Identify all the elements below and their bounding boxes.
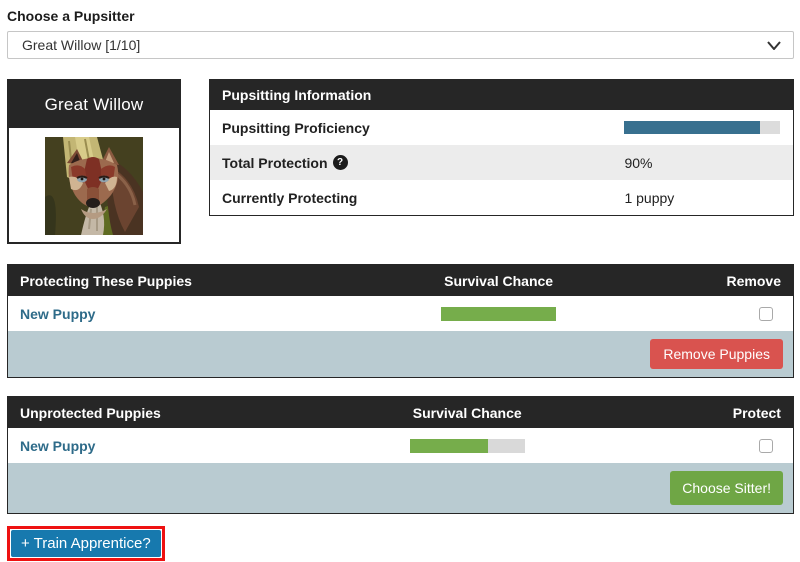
survival-bar [409, 438, 525, 453]
choose-pupsitter-label: Choose a Pupsitter [7, 8, 135, 24]
total-protection-row: Total Protection ? 90% [210, 145, 793, 180]
puppy-link[interactable]: New Puppy [20, 305, 96, 322]
proficiency-bar-fill [624, 121, 761, 134]
table-row: New Puppy [8, 296, 793, 331]
choose-sitter-button[interactable]: Choose Sitter! [670, 471, 783, 505]
proficiency-row: Pupsitting Proficiency [210, 110, 793, 145]
train-apprentice-highlight: + Train Apprentice? [7, 526, 165, 561]
wolf-avatar-image [45, 137, 143, 235]
unprotected-puppies-table: Unprotected Puppies Survival Chance Prot… [7, 396, 794, 514]
proficiency-label: Pupsitting Proficiency [222, 119, 370, 136]
protected-table-header: Protecting These Puppies Survival Chance… [8, 265, 793, 296]
protected-table-footer: Remove Puppies [8, 331, 793, 377]
currently-protecting-value: 1 puppy [624, 189, 675, 206]
survival-chance-col-header: Survival Chance [444, 272, 554, 289]
remove-col-header: Remove [726, 272, 781, 289]
chevron-down-icon [767, 40, 781, 50]
pupsitting-info-title: Pupsitting Information [210, 80, 793, 110]
protect-col-header: Protect [732, 404, 781, 421]
proficiency-value [624, 121, 781, 134]
survival-chance-col-header: Survival Chance [412, 404, 522, 421]
total-protection-label: Total Protection [222, 154, 328, 171]
puppy-link[interactable]: New Puppy [20, 437, 96, 454]
sitter-card: Great Willow [7, 79, 181, 244]
proficiency-bar [624, 121, 781, 134]
sitter-overview-row: Great Willow [7, 79, 794, 244]
pupsitter-select-value: Great Willow [1/10] [22, 37, 141, 53]
protect-puppy-checkbox[interactable] [758, 438, 773, 453]
currently-protecting-label: Currently Protecting [222, 189, 358, 206]
sitter-portrait[interactable] [9, 128, 179, 242]
survival-bar-fill [409, 438, 488, 453]
unprotected-col-header: Unprotected Puppies [20, 404, 161, 421]
protected-puppies-table: Protecting These Puppies Survival Chance… [7, 264, 794, 378]
survival-bar-fill [441, 306, 557, 321]
pupsitting-info-table: Pupsitting Information Pupsitting Profic… [209, 79, 794, 216]
pupsitter-select[interactable]: Great Willow [1/10] [7, 31, 794, 59]
train-apprentice-button[interactable]: + Train Apprentice? [11, 530, 161, 557]
currently-protecting-row: Currently Protecting 1 puppy [210, 180, 793, 215]
survival-bar [441, 306, 557, 321]
help-icon[interactable]: ? [332, 155, 348, 170]
sitter-name: Great Willow [9, 81, 179, 128]
unprotected-table-footer: Choose Sitter! [8, 463, 793, 513]
table-row: New Puppy [8, 428, 793, 463]
unprotected-table-header: Unprotected Puppies Survival Chance Prot… [8, 397, 793, 428]
protected-col-header: Protecting These Puppies [20, 272, 192, 289]
remove-puppies-button[interactable]: Remove Puppies [650, 339, 783, 369]
total-protection-value: 90% [624, 154, 653, 171]
remove-puppy-checkbox[interactable] [758, 306, 773, 321]
